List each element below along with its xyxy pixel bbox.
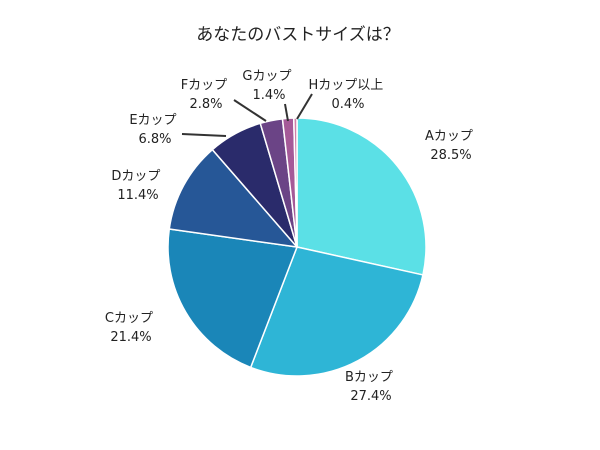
slice-labels: Aカップ 28.5% Bカップ 27.4% Cカップ 21.4% Dカップ 11… (105, 69, 477, 404)
label-e-name: Eカップ (129, 113, 176, 128)
pie-slice-2 (249, 246, 424, 377)
label-d-name: Dカップ (111, 169, 160, 184)
label-b-name: Bカップ (345, 370, 393, 385)
pie-slice-1 (296, 117, 427, 276)
label-g-value: 1.4% (252, 88, 285, 103)
label-c-name: Cカップ (105, 311, 153, 326)
pie-slices (167, 117, 427, 377)
svg-text:Aカップ 28.5%: Aカップ 28.5% (425, 129, 477, 163)
svg-text:Fカップ 2.8%: Fカップ 2.8% (181, 78, 232, 112)
svg-text:Gカップ 1.4%: Gカップ 1.4% (242, 69, 295, 103)
label-f-name: Fカップ (181, 78, 227, 93)
leader-line-g (284, 103, 289, 122)
label-g-name: Gカップ (242, 69, 291, 84)
leader-lines (181, 93, 313, 137)
label-h-value: 0.4% (331, 97, 364, 112)
leader-line-f (233, 99, 267, 122)
chart-title: あなたのバストサイズは？ (196, 25, 400, 45)
label-a-value: 28.5% (430, 148, 471, 163)
svg-text:Eカップ 6.8%: Eカップ 6.8% (129, 113, 180, 147)
svg-text:Dカップ 11.4%: Dカップ 11.4% (111, 169, 164, 203)
label-c-value: 21.4% (110, 330, 151, 345)
svg-text:Hカップ以上 0.4%: Hカップ以上 0.4% (309, 78, 388, 112)
pie-slice-4 (168, 148, 298, 248)
label-d-value: 11.4% (117, 188, 158, 203)
leader-line-e (181, 133, 227, 137)
label-f-value: 2.8% (189, 97, 222, 112)
svg-text:Cカップ 21.4%: Cカップ 21.4% (105, 311, 157, 345)
leader-line-h (296, 93, 313, 120)
svg-text:Bカップ 27.4%: Bカップ 27.4% (345, 370, 397, 404)
label-a-name: Aカップ (425, 129, 473, 144)
label-b-value: 27.4% (350, 389, 391, 404)
label-h-name: Hカップ以上 (309, 78, 384, 93)
pie-slice-3 (167, 228, 298, 369)
label-e-value: 6.8% (138, 132, 171, 147)
